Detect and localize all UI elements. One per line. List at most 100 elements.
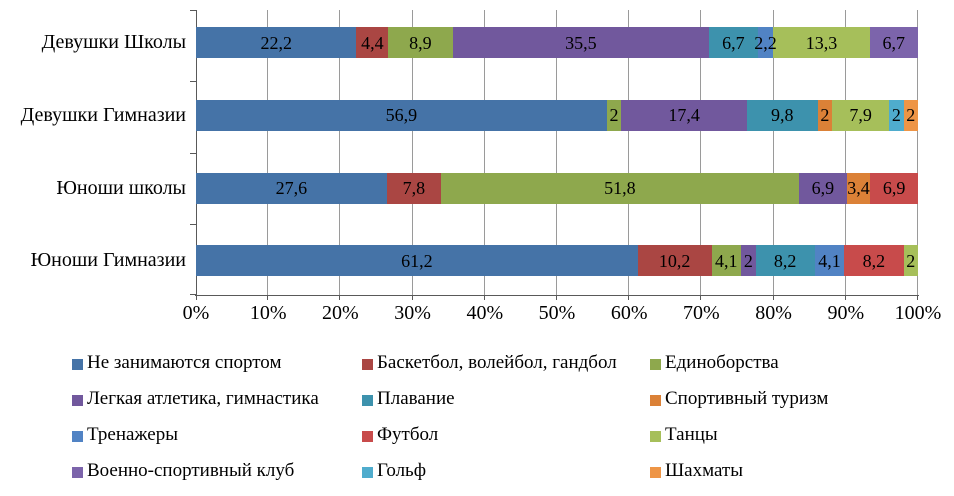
bar-segment: 56,9 [196, 99, 607, 131]
bar-segment: 2 [903, 99, 918, 131]
legend-label: Футбол [377, 424, 439, 445]
legend-color-swatch [650, 466, 661, 478]
x-axis-tick-label: 40% [466, 302, 504, 324]
x-axis-tick [339, 295, 341, 300]
x-axis-tick [628, 295, 630, 300]
legend-label: Плавание [377, 388, 455, 409]
legend-item: Единоборства [650, 352, 828, 374]
legend-color-swatch [72, 466, 83, 478]
category-label: Девушки Гимназии [20, 103, 186, 126]
bar-segment: 6,9 [870, 172, 918, 204]
legend-color-swatch [362, 394, 373, 406]
bar-segment: 2 [741, 245, 756, 276]
gridline [411, 10, 413, 295]
bar-segment: 6,9 [799, 172, 847, 204]
bar-row: 22,2 4,4 8,9 35,5 6,7 2,2 13,3 6,7 [196, 27, 918, 58]
segment-value-label: 2 [609, 105, 619, 125]
legend-item: Военно-спортивный клуб [72, 460, 362, 482]
y-axis-line [196, 10, 197, 295]
x-axis-tick [844, 295, 846, 300]
bar-segment: 6,7 [709, 27, 758, 58]
segment-value-label: 6,9 [811, 178, 835, 198]
legend-item: Танцы [650, 424, 828, 446]
legend-color-swatch [72, 358, 83, 370]
legend-item: Не занимаются спортом [72, 352, 362, 374]
segment-value-label: 2 [743, 250, 753, 271]
gridline [556, 10, 557, 295]
x-axis-tick-label: 90% [827, 302, 865, 324]
category-label: Девушки Школы [41, 31, 186, 53]
bar-segment: 7,9 [832, 99, 890, 131]
x-axis-tick-label: 50% [538, 302, 576, 324]
bar-segment: 27,6 [196, 172, 387, 204]
bar-segment: 8,9 [388, 27, 453, 58]
segment-value-label: 13,3 [805, 32, 838, 53]
segment-value-label: 61,2 [401, 250, 433, 271]
segment-value-label: 3,4 [847, 178, 870, 198]
legend-item: Спортивный туризм [650, 388, 828, 410]
legend-color-swatch [362, 466, 373, 478]
x-axis-tick-label: 70% [683, 302, 720, 324]
segment-value-label: 8,9 [409, 32, 432, 53]
x-axis-tick-label: 100% [894, 302, 942, 324]
gridline [700, 10, 702, 295]
bar-segment: 13,3 [773, 27, 870, 58]
segment-value-label: 10,2 [658, 250, 691, 271]
legend-label: Шахматы [665, 460, 744, 481]
x-axis-tick [411, 295, 413, 300]
legend-label: Единоборства [665, 352, 779, 373]
legend-item: Шахматы [650, 460, 828, 482]
bar-segment: 4,4 [356, 27, 389, 58]
bar-segment: 35,5 [452, 27, 710, 58]
x-axis-tick [700, 295, 702, 300]
segment-value-label: 4,4 [361, 32, 384, 53]
category-label: Юноши Гимназии [30, 249, 186, 271]
x-axis-tick-label: 60% [610, 302, 648, 324]
gridline [917, 10, 918, 295]
legend-label: Тренажеры [87, 424, 178, 445]
segment-value-label: 6,7 [722, 32, 745, 53]
x-axis-tick [556, 295, 557, 300]
gridline [483, 10, 485, 295]
legend-color-swatch [72, 394, 83, 406]
x-axis-tick-label: 30% [394, 302, 431, 324]
bar-segment: 2,2 [754, 27, 777, 58]
segment-value-label: 56,9 [385, 105, 418, 125]
gridline [844, 10, 846, 295]
bar-segment: 10,2 [637, 245, 712, 276]
legend-label: Военно-спортивный клуб [87, 460, 295, 481]
x-axis-tick [196, 295, 197, 300]
legend-color-swatch [362, 358, 373, 370]
chart-legend: Не занимаются спортом Баскетбол, волейбол… [72, 352, 828, 496]
x-axis-tick-label: 0% [182, 302, 210, 324]
segment-value-label: 8,2 [862, 250, 886, 271]
gridline [772, 10, 774, 295]
legend-color-swatch [362, 430, 373, 442]
segment-value-label: 4,1 [715, 250, 738, 271]
segment-value-label: 51,8 [604, 178, 636, 198]
bar-segment: 7,8 [386, 172, 441, 204]
bar-segment: 9,8 [746, 99, 818, 131]
bar-segment: 17,4 [621, 99, 747, 131]
x-axis-line [195, 295, 919, 296]
segment-value-label: 2 [820, 105, 830, 125]
legend-item: Баскетбол, волейбол, гандбол [362, 352, 650, 374]
segment-value-label: 27,6 [275, 178, 308, 198]
legend-label: Гольф [377, 460, 427, 481]
legend-item: Гольф [362, 460, 650, 482]
x-axis-tick [772, 295, 774, 300]
bar-segment: 6,7 [869, 27, 918, 58]
y-axis-tick [190, 10, 196, 11]
x-axis-tick-label: 10% [249, 302, 287, 324]
x-axis-tick [267, 295, 269, 300]
bar-segment: 4,1 [711, 245, 742, 276]
bar-segment: 8,2 [755, 245, 815, 276]
segment-value-label: 2 [906, 105, 916, 125]
segment-value-label: 17,4 [668, 105, 700, 125]
bar-segment: 2 [817, 99, 833, 131]
bar-row: 61,2 10,2 4,1 2 8,2 4,1 8,2 2 [196, 245, 918, 276]
legend-label: Танцы [665, 424, 718, 445]
category-label: Юноши школы [56, 176, 186, 199]
bar-segment: 22,2 [196, 27, 357, 58]
